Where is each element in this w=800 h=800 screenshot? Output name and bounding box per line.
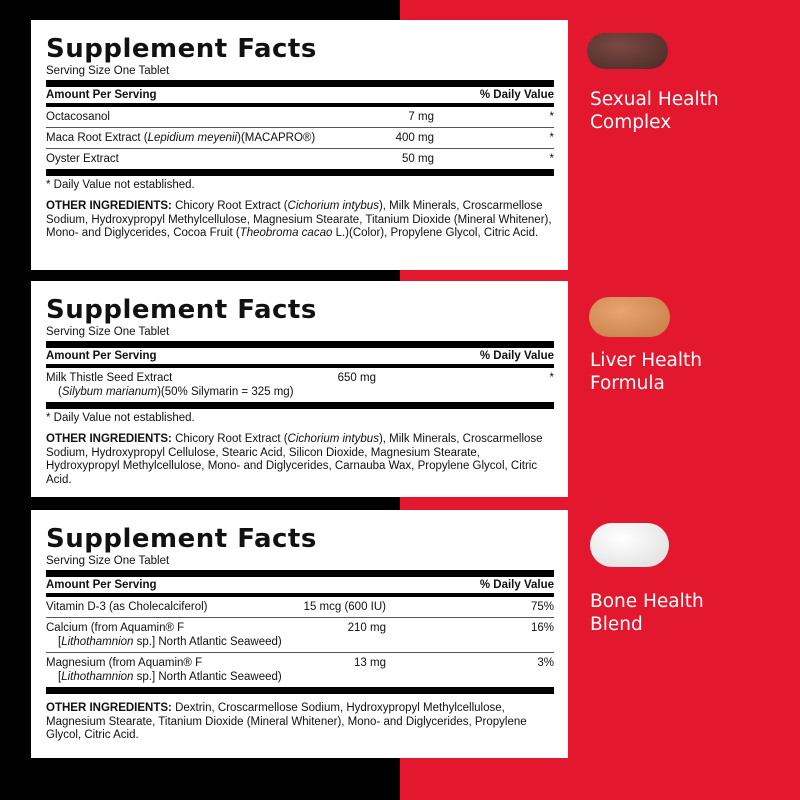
panel-title: Supplement Facts	[46, 524, 317, 554]
ingredient-name: Milk Thistle Seed Extract (Silybum marian…	[46, 372, 294, 398]
daily-value: 16%	[530, 622, 554, 634]
table-header: Amount Per Serving % Daily Value	[46, 348, 554, 364]
ingredient-amount: 15 mcg (600 IU)	[303, 601, 386, 613]
ingredient-amount: 400 mg	[395, 132, 434, 144]
table-header: Amount Per Serving % Daily Value	[46, 577, 554, 593]
table-row: Octacosanol 7 mg *	[46, 107, 554, 127]
product-name-liver-health: Liver Health Formula	[590, 350, 703, 394]
supplement-facts-panel-bone-health: Supplement Facts Serving Size One Tablet…	[31, 510, 568, 758]
ingredient-name: Vitamin D-3 (as Cholecalciferol)	[46, 601, 208, 613]
panel-title: Supplement Facts	[46, 34, 317, 64]
divider	[46, 652, 554, 653]
other-ingredients: OTHER INGREDIENTS: Chicory Root Extract …	[46, 433, 543, 486]
header-amount: Amount Per Serving	[46, 350, 157, 362]
table-row: Magnesium (from Aquamin® F [Lithothamnion…	[46, 653, 554, 687]
divider	[46, 341, 554, 348]
daily-value: *	[549, 111, 554, 123]
table-row: Milk Thistle Seed Extract (Silybum marian…	[46, 368, 554, 402]
other-ingredients: OTHER INGREDIENTS: Dextrin, Croscarmello…	[46, 702, 527, 741]
ingredient-name: Maca Root Extract (Lepidium meyenii)(MAC…	[46, 132, 316, 144]
header-daily-value: % Daily Value	[479, 579, 554, 591]
daily-value: *	[549, 132, 554, 144]
header-amount: Amount Per Serving	[46, 89, 157, 101]
divider	[46, 364, 554, 368]
ingredient-amount: 50 mg	[402, 153, 434, 165]
ingredient-name: Octacosanol	[46, 111, 110, 123]
divider	[46, 103, 554, 107]
serving-size: Serving Size One Tablet	[46, 65, 170, 77]
daily-value: *	[549, 153, 554, 165]
divider	[46, 687, 554, 694]
divider	[46, 169, 554, 176]
ingredient-amount: 650 mg	[337, 372, 376, 384]
product-name-sexual-health: Sexual Health Complex	[590, 89, 719, 133]
serving-size: Serving Size One Tablet	[46, 555, 170, 567]
supplement-facts-panel-sexual-health: Supplement Facts Serving Size One Tablet…	[31, 20, 568, 270]
divider	[46, 148, 554, 149]
other-ingredients: OTHER INGREDIENTS: Chicory Root Extract …	[46, 200, 552, 239]
header-daily-value: % Daily Value	[479, 350, 554, 362]
divider	[46, 593, 554, 597]
ingredient-name: Calcium (from Aquamin® F [Lithothamnion s…	[46, 622, 282, 648]
divider	[46, 80, 554, 87]
footnote: * Daily Value not established.	[46, 179, 195, 191]
daily-value: 75%	[530, 601, 554, 613]
table-header: Amount Per Serving % Daily Value	[46, 87, 554, 103]
header-amount: Amount Per Serving	[46, 579, 157, 591]
daily-value: *	[549, 372, 554, 384]
ingredient-amount: 7 mg	[408, 111, 434, 123]
panel-title: Supplement Facts	[46, 295, 317, 325]
ingredient-amount: 13 mg	[354, 657, 386, 669]
header-daily-value: % Daily Value	[479, 89, 554, 101]
divider	[46, 127, 554, 128]
divider	[46, 402, 554, 409]
daily-value: 3%	[537, 657, 554, 669]
divider	[46, 570, 554, 577]
footnote: * Daily Value not established.	[46, 412, 195, 424]
table-row: Oyster Extract 50 mg *	[46, 149, 554, 169]
table-row: Calcium (from Aquamin® F [Lithothamnion s…	[46, 618, 554, 652]
table-row: Vitamin D-3 (as Cholecalciferol) 15 mcg (…	[46, 597, 554, 617]
ingredient-name: Magnesium (from Aquamin® F [Lithothamnion…	[46, 657, 282, 683]
tablet-image-liver-health	[589, 297, 670, 337]
ingredient-amount: 210 mg	[347, 622, 386, 634]
product-name-bone-health: Bone Health Blend	[590, 591, 704, 635]
table-row: Maca Root Extract (Lepidium meyenii)(MAC…	[46, 128, 554, 148]
tablet-image-sexual-health	[587, 33, 668, 69]
ingredient-name: Oyster Extract	[46, 153, 119, 165]
supplement-facts-panel-liver-health: Supplement Facts Serving Size One Tablet…	[31, 281, 568, 497]
divider	[46, 617, 554, 618]
tablet-image-bone-health	[590, 523, 669, 567]
serving-size: Serving Size One Tablet	[46, 326, 170, 338]
